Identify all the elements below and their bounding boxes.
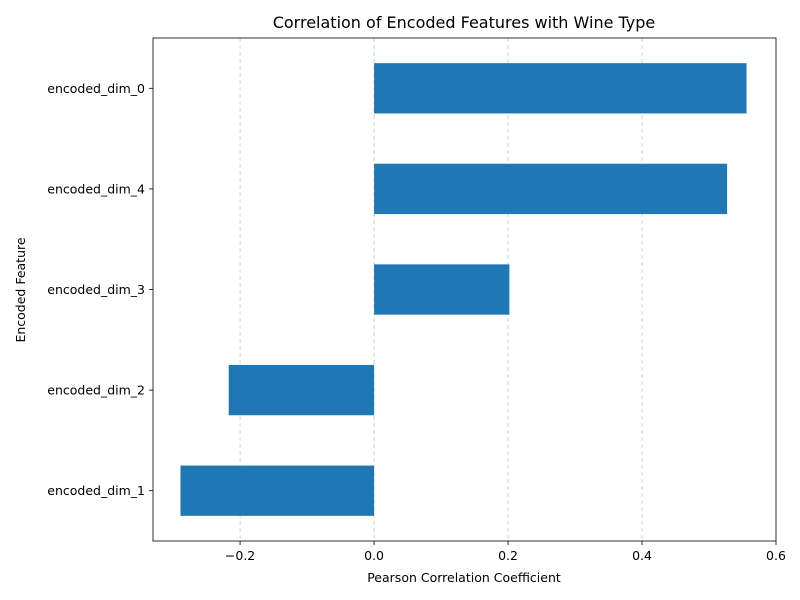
y-tick-label: encoded_dim_0 [47,81,145,96]
y-tick-label: encoded_dim_3 [47,282,145,297]
chart-title: Correlation of Encoded Features with Win… [273,13,656,32]
bar-encoded_dim_3 [374,264,510,315]
bar-encoded_dim_1 [180,465,375,516]
bar-encoded_dim_4 [374,163,728,215]
y-tick-label: encoded_dim_2 [47,383,145,398]
y-tick-label: encoded_dim_4 [47,181,145,196]
y-tick-label: encoded_dim_1 [47,483,145,498]
x-axis-label: Pearson Correlation Coefficient [367,570,561,585]
x-tick-label: −0.2 [225,548,255,563]
x-tick-label: 0.4 [632,548,652,563]
bars [180,63,747,516]
bar-encoded_dim_0 [374,63,747,114]
x-tick-label: 0.0 [364,548,384,563]
x-tick-label: 0.6 [766,548,786,563]
x-tick-label: 0.2 [498,548,518,563]
bar-encoded_dim_2 [228,364,375,416]
ticks: −0.2 0.0 0.2 0.4 0.6 encoded_dim_0 encoded_dim… [47,81,786,563]
y-axis-label: Encoded Feature [13,237,28,342]
